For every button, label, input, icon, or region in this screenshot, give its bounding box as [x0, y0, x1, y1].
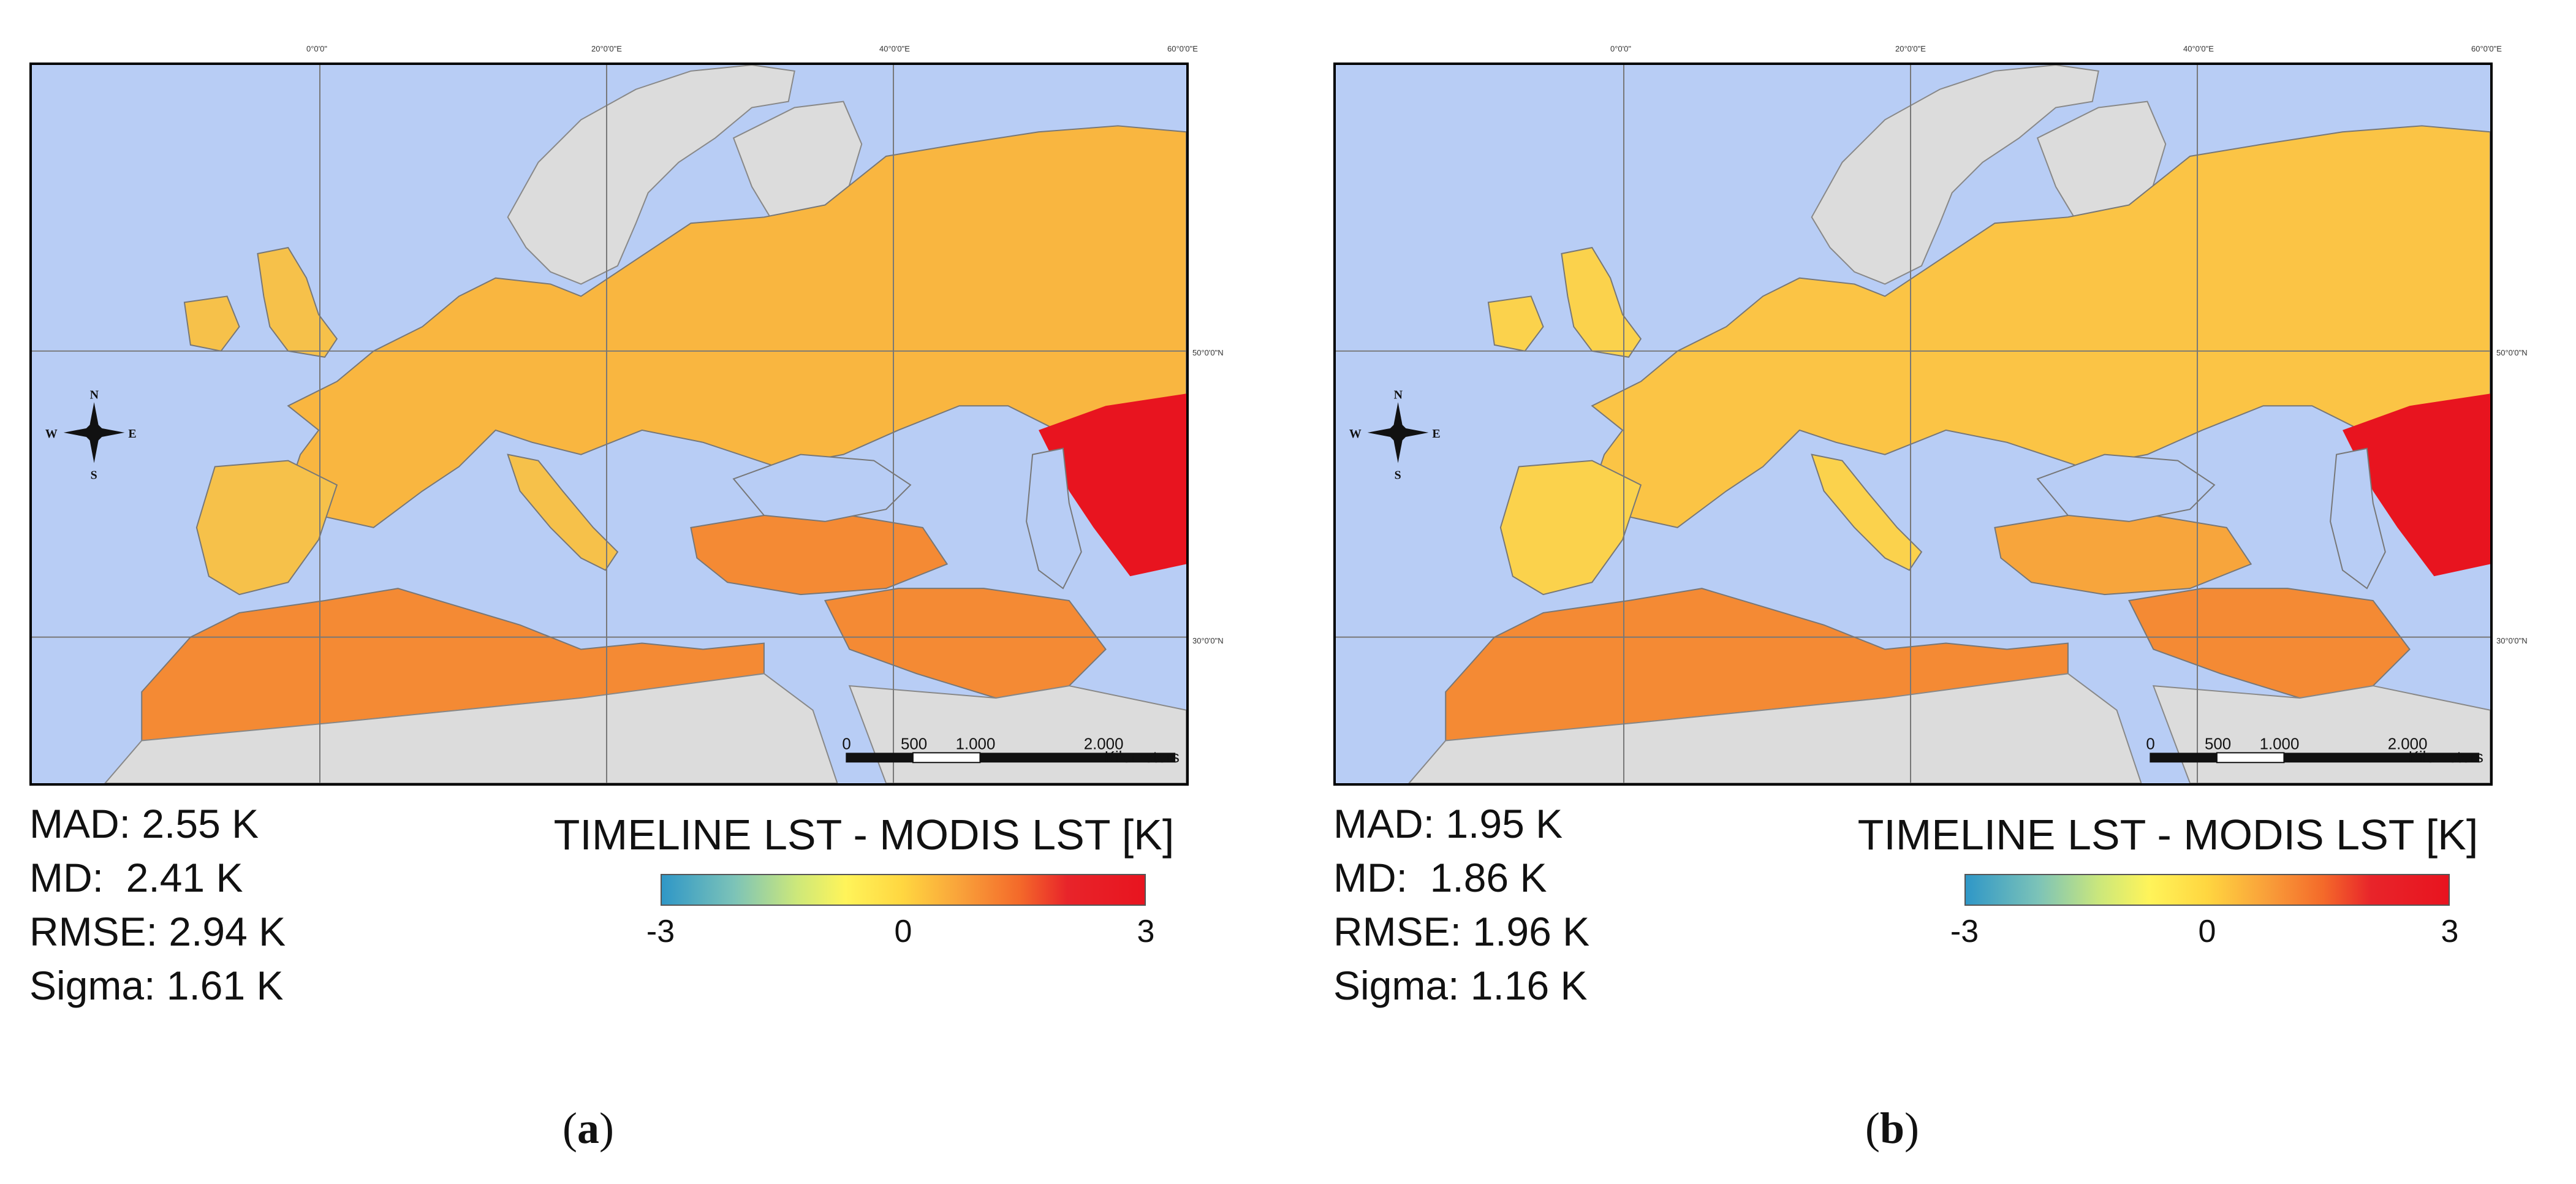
scale-bar: 0 500 1.000 2.000 Kilometers — [842, 735, 1179, 766]
panel-label-a: (a) — [563, 1104, 614, 1153]
ireland — [1487, 295, 1544, 352]
svg-text:0: 0 — [2146, 735, 2154, 753]
middle-east — [2128, 588, 2411, 699]
svg-text:0: 0 — [842, 735, 850, 753]
stat-sigma: Sigma: 1.61 K — [29, 963, 284, 1008]
lat-label-30n: 30°0'0"N — [2496, 636, 2528, 645]
lon-label-20e: 20°0'0"E — [1895, 44, 1926, 53]
arabia-nodata — [848, 685, 1186, 783]
lon-label-60e: 60°0'0"E — [1167, 44, 1198, 53]
stat-md: MD: 1.86 K — [1333, 855, 1547, 900]
iberia — [1499, 460, 1642, 596]
svg-text:E: E — [128, 427, 136, 441]
svg-text:N: N — [1394, 388, 1403, 401]
lat-label-50n: 50°0'0"N — [1192, 348, 1224, 357]
statistics-block: MAD: 2.55 K MD: 2.41 K RMSE: 2.94 K Sigm… — [29, 797, 286, 1012]
legend-title: TIMELINE LST - MODIS LST [K] — [553, 811, 1175, 859]
panel-a: 0°0'0" 20°0'0"E 40°0'0"E 60°0'0"E 50°0'0… — [0, 0, 1224, 1184]
stat-rmse: RMSE: 2.94 K — [29, 909, 286, 954]
colorbar — [1964, 874, 2450, 906]
middle-east — [824, 588, 1107, 699]
stat-rmse: RMSE: 1.96 K — [1333, 909, 1590, 954]
svg-text:S: S — [91, 468, 97, 482]
scale-bar: 0 500 1.000 2.000 Kilometers — [2146, 735, 2483, 766]
stat-mad: MAD: 2.55 K — [29, 801, 259, 846]
ireland — [183, 295, 240, 352]
svg-text:2.000: 2.000 — [1084, 735, 1124, 753]
graticule — [1336, 65, 2490, 783]
colorbar-tick-min: -3 — [1950, 914, 1979, 949]
svg-text:1.000: 1.000 — [2260, 735, 2300, 753]
svg-text:N: N — [90, 388, 99, 401]
colorbar-tick-max: 3 — [1137, 914, 1155, 949]
central-asia-hot — [2343, 393, 2490, 577]
lon-label-0: 0°0'0" — [1610, 44, 1631, 53]
black-sea — [2036, 453, 2216, 522]
italy — [1811, 453, 1923, 571]
lon-label-40e: 40°0'0"E — [879, 44, 910, 53]
lat-label-50n: 50°0'0"N — [2496, 348, 2528, 357]
svg-text:W: W — [1349, 427, 1362, 441]
caspian-sea — [2330, 447, 2386, 590]
stat-md: MD: 2.41 K — [29, 855, 243, 900]
svg-text:2.000: 2.000 — [2388, 735, 2428, 753]
stat-mad: MAD: 1.95 K — [1333, 801, 1563, 846]
scandinavia — [1811, 65, 2099, 285]
caspian-sea — [1026, 447, 1082, 590]
italy — [507, 453, 619, 571]
colorbar — [661, 874, 1146, 906]
svg-text:Kilometers: Kilometers — [1105, 749, 1180, 766]
colorbar-tick-max: 3 — [2441, 914, 2459, 949]
scandinavia — [507, 65, 795, 285]
legend-title: TIMELINE LST - MODIS LST [K] — [1857, 811, 2479, 859]
arabia-nodata — [2152, 685, 2490, 783]
svg-text:500: 500 — [901, 735, 927, 753]
svg-text:S: S — [1395, 468, 1401, 482]
great-britain — [1561, 246, 1642, 358]
colorbar-tick-min: -3 — [646, 914, 675, 949]
lst-difference-map: N S E W 0 500 1.000 2.000 Kilometers — [29, 63, 1189, 786]
svg-text:500: 500 — [2205, 735, 2231, 753]
statistics-block: MAD: 1.95 K MD: 1.86 K RMSE: 1.96 K Sigm… — [1333, 797, 1589, 1012]
great-britain — [257, 246, 338, 358]
svg-text:E: E — [1432, 427, 1440, 441]
africa-nodata — [1408, 673, 2142, 783]
map-svg: N S E W 0 500 1.000 2.000 Kilometers — [1336, 65, 2490, 783]
lat-label-30n: 30°0'0"N — [1192, 636, 1224, 645]
africa-nodata — [104, 673, 838, 783]
lon-label-0: 0°0'0" — [306, 44, 327, 53]
colorbar-tick-mid: 0 — [894, 914, 912, 949]
lst-difference-map: N S E W 0 500 1.000 2.000 Kilometers — [1333, 63, 2493, 786]
svg-text:Kilometers: Kilometers — [2409, 749, 2483, 766]
stat-sigma: Sigma: 1.16 K — [1333, 963, 1588, 1008]
panel-b: 0°0'0" 20°0'0"E 40°0'0"E 60°0'0"E 50°0'0… — [1304, 0, 2528, 1184]
svg-text:1.000: 1.000 — [956, 735, 996, 753]
graticule — [32, 65, 1186, 783]
panel-label-b: (b) — [1865, 1104, 1920, 1153]
lon-label-20e: 20°0'0"E — [591, 44, 622, 53]
black-sea — [732, 453, 912, 522]
map-svg: N S E W 0 500 1.000 2.000 Kilometers — [32, 65, 1186, 783]
colorbar-tick-mid: 0 — [2198, 914, 2216, 949]
lon-label-40e: 40°0'0"E — [2183, 44, 2214, 53]
lon-label-60e: 60°0'0"E — [2471, 44, 2502, 53]
compass-rose-icon: N S E W — [1349, 388, 1441, 482]
central-asia-hot — [1039, 393, 1186, 577]
svg-text:W: W — [45, 427, 58, 441]
iberia — [195, 460, 338, 596]
